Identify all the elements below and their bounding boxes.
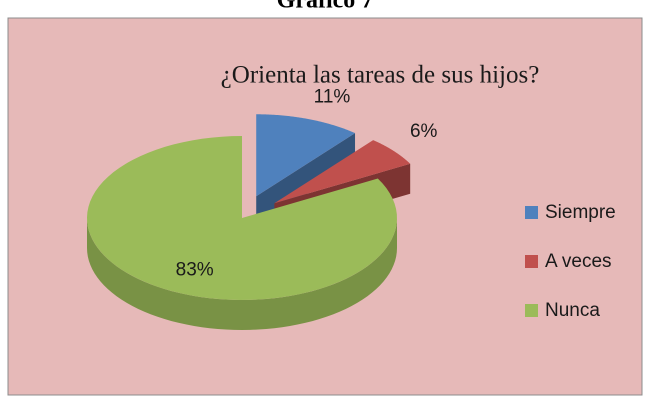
- pie-slice: [256, 114, 356, 197]
- caption: Gráfico 7: [277, 0, 374, 14]
- pie-slice: [274, 140, 411, 204]
- legend-label: Nunca: [545, 300, 600, 321]
- legend-label: Siempre: [545, 202, 616, 223]
- data-label: 6%: [410, 121, 438, 142]
- legend-swatch: [525, 255, 538, 268]
- legend-swatch: [525, 304, 538, 317]
- chart-title: ¿Orienta las tareas de sus hijos?: [221, 62, 540, 89]
- data-label: 11%: [314, 86, 351, 107]
- pie-slice: [87, 136, 397, 300]
- data-label: 83%: [176, 259, 214, 280]
- legend-swatch: [525, 206, 538, 219]
- slice-side: [87, 218, 397, 330]
- legend-label: A veces: [545, 251, 612, 272]
